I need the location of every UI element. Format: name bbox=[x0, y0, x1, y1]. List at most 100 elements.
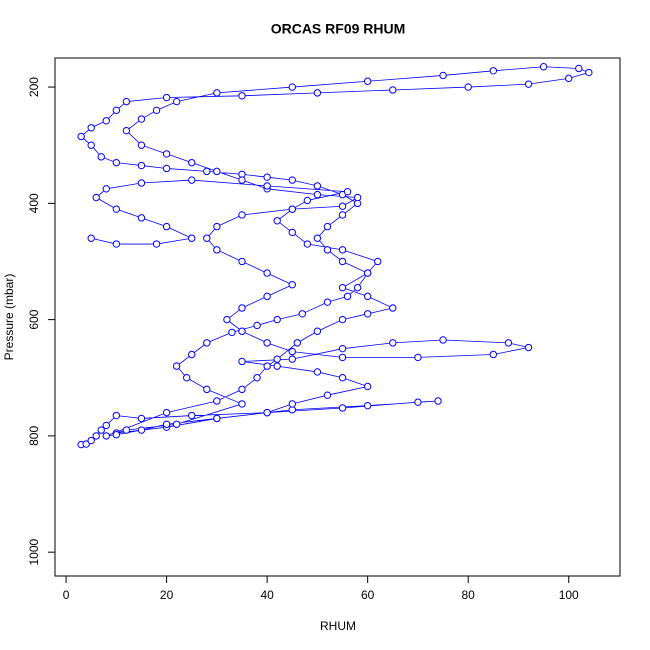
data-point bbox=[273, 362, 281, 370]
data-point bbox=[288, 281, 296, 289]
data-point bbox=[293, 339, 301, 347]
data-point bbox=[112, 240, 121, 248]
data-point bbox=[137, 161, 146, 170]
data-point bbox=[338, 404, 347, 412]
data-point bbox=[414, 398, 422, 406]
x-tick-label: 60 bbox=[361, 588, 375, 602]
data-point bbox=[313, 89, 322, 97]
data-point bbox=[414, 353, 422, 362]
data-point bbox=[298, 310, 307, 318]
x-tick-label: 80 bbox=[462, 588, 476, 602]
data-point bbox=[539, 63, 548, 71]
data-point bbox=[228, 328, 236, 337]
data-point bbox=[238, 176, 246, 184]
data-point bbox=[152, 106, 161, 115]
data-point bbox=[223, 315, 231, 324]
data-point bbox=[188, 411, 196, 420]
data-point bbox=[238, 400, 246, 408]
data-point bbox=[137, 115, 146, 123]
data-point bbox=[97, 153, 105, 161]
data-point bbox=[439, 336, 447, 344]
data-point bbox=[188, 176, 196, 184]
data-point bbox=[263, 269, 271, 277]
data-point bbox=[213, 397, 221, 405]
y-tick-label: 800 bbox=[27, 426, 41, 446]
data-point bbox=[363, 401, 372, 410]
data-point bbox=[434, 397, 442, 405]
data-point bbox=[213, 414, 221, 423]
data-point bbox=[263, 173, 271, 181]
data-point bbox=[353, 283, 362, 292]
y-axis-label: Pressure (mbar) bbox=[2, 274, 16, 361]
data-point bbox=[363, 310, 372, 318]
data-point bbox=[288, 400, 296, 408]
data-point bbox=[273, 315, 281, 324]
x-tick-label: 20 bbox=[160, 588, 174, 602]
data-point bbox=[565, 74, 573, 83]
data-point bbox=[87, 124, 95, 132]
data-point bbox=[87, 141, 95, 149]
data-point bbox=[323, 298, 332, 306]
data-point bbox=[338, 315, 347, 324]
data-point bbox=[162, 150, 171, 158]
data-point bbox=[112, 106, 121, 115]
data-point bbox=[343, 292, 352, 301]
data-point bbox=[313, 190, 322, 199]
data-point bbox=[162, 222, 171, 231]
data-point bbox=[82, 440, 90, 448]
data-point bbox=[87, 234, 95, 242]
x-tick-label: 0 bbox=[63, 588, 70, 602]
data-point bbox=[303, 240, 312, 248]
data-point bbox=[162, 420, 171, 428]
data-point bbox=[87, 436, 95, 445]
chart-title: ORCAS RF09 RHUM bbox=[271, 21, 406, 37]
data-point bbox=[464, 83, 472, 91]
data-point bbox=[273, 217, 281, 225]
data-point bbox=[524, 80, 533, 88]
data-point bbox=[77, 132, 85, 141]
data-line bbox=[80, 66, 591, 446]
data-point bbox=[338, 374, 347, 382]
data-point bbox=[338, 211, 347, 219]
data-point bbox=[137, 426, 146, 434]
data-point bbox=[288, 83, 296, 91]
data-point bbox=[188, 350, 196, 359]
data-point bbox=[188, 234, 196, 242]
data-point bbox=[253, 321, 261, 330]
data-point bbox=[303, 196, 312, 205]
data-point bbox=[112, 411, 121, 420]
data-point bbox=[188, 158, 196, 167]
data-point bbox=[112, 431, 121, 439]
data-point bbox=[263, 292, 271, 301]
data-point bbox=[288, 205, 296, 213]
data-point bbox=[102, 117, 110, 125]
data-point bbox=[203, 234, 211, 242]
data-point bbox=[253, 374, 261, 382]
data-point bbox=[288, 347, 296, 356]
data-point bbox=[389, 339, 397, 347]
data-point bbox=[238, 357, 246, 366]
data-point bbox=[288, 355, 296, 363]
y-tick-label: 200 bbox=[27, 77, 41, 97]
data-point bbox=[137, 414, 146, 423]
data-point bbox=[338, 246, 347, 254]
data-point bbox=[353, 193, 362, 202]
data-point bbox=[102, 421, 110, 430]
data-point bbox=[238, 257, 246, 266]
data-point bbox=[585, 68, 593, 77]
data-point bbox=[313, 182, 322, 190]
data-point bbox=[102, 432, 110, 440]
plot-box bbox=[54, 57, 621, 577]
data-point bbox=[313, 327, 322, 335]
data-point bbox=[575, 64, 583, 73]
data-point bbox=[203, 167, 211, 176]
data-point bbox=[97, 426, 105, 434]
data-point bbox=[122, 97, 131, 106]
data-point bbox=[112, 158, 121, 167]
data-point bbox=[122, 426, 131, 434]
data-point bbox=[263, 362, 271, 370]
data-point bbox=[374, 257, 382, 266]
data-point bbox=[524, 343, 533, 352]
data-point bbox=[263, 408, 271, 417]
